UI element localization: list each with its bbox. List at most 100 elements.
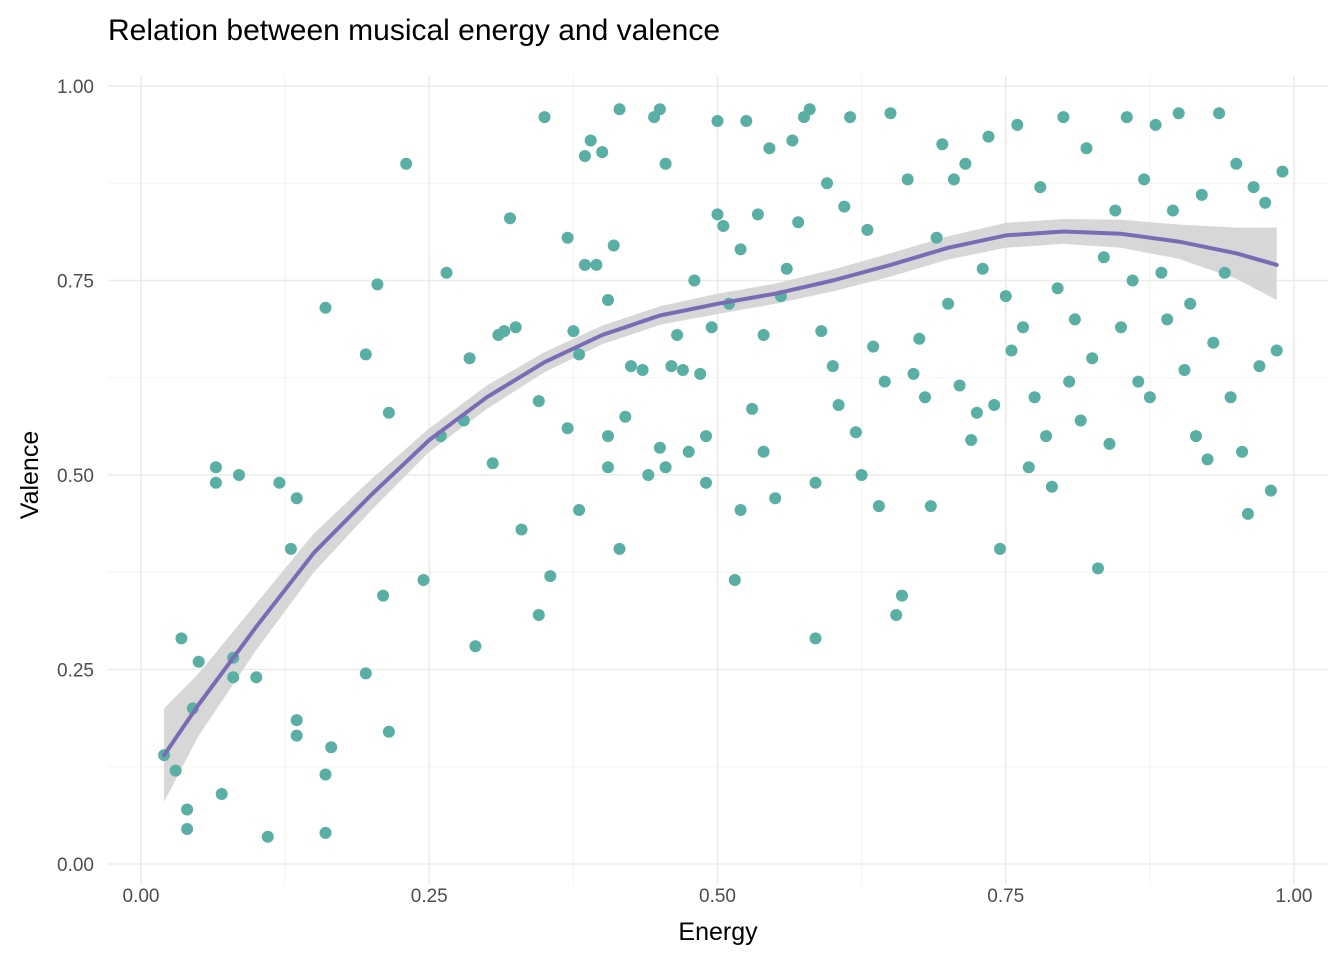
data-point	[1126, 274, 1139, 287]
y-tick-label: 0.00	[57, 855, 94, 876]
data-point	[947, 173, 960, 186]
data-point	[913, 332, 926, 345]
data-point	[711, 208, 724, 221]
data-point	[838, 200, 851, 213]
data-point	[584, 134, 597, 147]
data-point	[578, 258, 591, 271]
data-point	[1166, 204, 1179, 217]
data-point	[625, 360, 637, 373]
data-point	[1097, 251, 1110, 264]
data-point	[659, 157, 672, 170]
data-point	[532, 609, 545, 621]
data-point	[717, 220, 730, 232]
data-point	[602, 430, 614, 443]
data-point	[400, 157, 413, 170]
data-point	[1236, 445, 1249, 458]
data-point	[1218, 266, 1231, 279]
data-point	[325, 741, 338, 754]
data-point	[809, 632, 822, 645]
data-point	[970, 406, 983, 419]
data-point	[832, 399, 845, 411]
data-point	[215, 788, 228, 800]
data-point	[1143, 391, 1156, 404]
data-point	[705, 321, 718, 334]
data-point	[561, 422, 574, 435]
data-point	[417, 574, 430, 586]
data-point	[757, 445, 770, 458]
data-point	[924, 500, 937, 513]
data-point	[1051, 282, 1064, 295]
data-point	[273, 476, 286, 489]
data-point	[290, 714, 303, 727]
data-point	[504, 212, 516, 225]
data-point	[901, 173, 914, 186]
data-point	[1132, 375, 1145, 388]
data-point	[1022, 461, 1035, 474]
data-point	[953, 379, 966, 392]
data-point	[1270, 344, 1283, 357]
data-point	[233, 469, 245, 481]
data-point	[1103, 437, 1116, 450]
data-point	[700, 476, 712, 489]
data-point	[769, 492, 782, 505]
data-point	[359, 348, 372, 361]
y-tick-label: 1.00	[57, 77, 94, 98]
data-point	[284, 542, 297, 555]
data-point	[642, 469, 655, 481]
data-point	[538, 111, 551, 124]
data-point	[826, 360, 839, 373]
y-tick-label: 0.25	[57, 661, 94, 682]
data-point	[878, 375, 891, 388]
data-point	[1213, 107, 1226, 120]
data-point	[1207, 336, 1220, 349]
x-tick-label: 0.75	[987, 886, 1024, 907]
smooth-line-layer	[162, 229, 1279, 758]
data-point	[700, 430, 712, 443]
data-point	[1276, 165, 1289, 178]
data-point	[809, 476, 822, 489]
data-point	[959, 157, 972, 170]
data-point	[567, 325, 580, 338]
x-tick-label: 1.00	[1276, 886, 1313, 907]
data-point	[1045, 480, 1058, 493]
data-point	[872, 500, 885, 513]
data-point	[907, 367, 920, 380]
data-point	[936, 138, 949, 151]
data-point	[942, 297, 955, 310]
data-point	[613, 542, 626, 555]
data-point	[319, 826, 332, 839]
data-point	[382, 725, 395, 738]
grid-lines	[108, 76, 1328, 884]
data-point	[803, 103, 816, 116]
data-point	[792, 216, 805, 229]
data-point	[1201, 453, 1214, 466]
data-point	[1184, 297, 1197, 310]
data-point	[261, 830, 274, 843]
data-point	[596, 146, 609, 159]
data-point	[578, 150, 591, 162]
data-point	[988, 399, 1001, 411]
data-point	[1224, 391, 1237, 404]
data-point	[994, 542, 1006, 555]
data-point	[1253, 360, 1266, 373]
data-point	[694, 367, 707, 380]
data-point	[227, 671, 240, 684]
data-point	[1178, 364, 1191, 376]
data-point	[999, 290, 1012, 303]
data-point	[861, 223, 874, 236]
data-point	[1034, 181, 1047, 194]
data-point	[486, 457, 499, 470]
data-point	[740, 115, 753, 127]
y-axis-title: Valence	[16, 431, 44, 520]
data-point	[1264, 484, 1277, 497]
data-point	[1172, 107, 1185, 120]
data-point	[544, 570, 557, 583]
x-axis-ticks: 0.00 0.25 0.50 0.75 1.00	[123, 886, 1313, 907]
data-point	[849, 426, 862, 439]
data-point	[734, 243, 747, 256]
data-point	[815, 325, 828, 338]
data-point	[602, 461, 614, 474]
data-point	[676, 364, 689, 376]
data-point	[319, 768, 332, 781]
